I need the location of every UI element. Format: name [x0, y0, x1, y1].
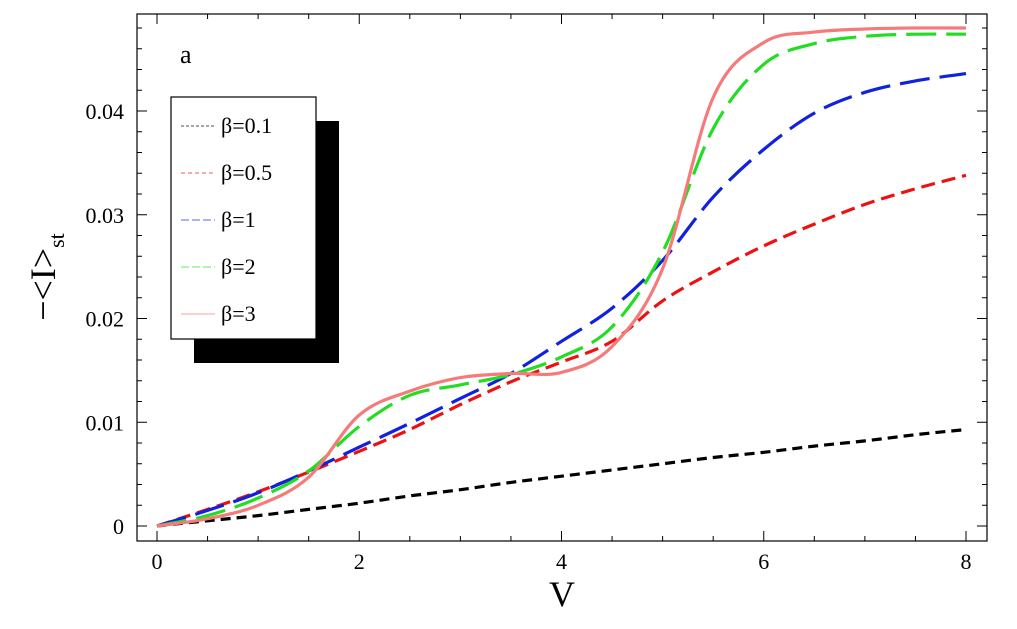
y-tick-label: 0 — [113, 514, 124, 539]
series-line-5 — [156, 26, 967, 528]
y-tick-label: 0.04 — [86, 99, 125, 124]
x-tick-label: 2 — [354, 549, 365, 574]
series-line-2 — [156, 173, 967, 528]
series-line-1 — [156, 427, 967, 528]
x-axis-title: V — [549, 574, 575, 614]
legend-label: β=3 — [221, 301, 256, 326]
y-axis-title-main: −<I> — [23, 248, 63, 321]
y-tick-label: 0.01 — [86, 410, 125, 435]
panel-label: a — [180, 40, 192, 69]
x-tick-label: 8 — [961, 549, 972, 574]
legend-label: β=0.1 — [221, 113, 272, 138]
legend-label: β=1 — [221, 207, 256, 232]
x-tick-label: 4 — [556, 549, 567, 574]
y-tick-label: 0.02 — [86, 307, 125, 332]
tick-labels: 0 2 4 6 8 0 0.01 0.02 0.03 0.04 — [86, 99, 972, 574]
svg-text:−<I>st: −<I>st — [23, 233, 69, 321]
series-line-3 — [156, 72, 967, 528]
y-axis-title-subscript: st — [44, 233, 69, 248]
series-line-4 — [156, 32, 967, 528]
y-tick-label: 0.03 — [86, 203, 125, 228]
ticks — [137, 14, 987, 541]
legend-box — [170, 96, 317, 340]
y-axis-title: −<I>st — [23, 233, 69, 321]
series-layer — [156, 26, 967, 528]
legend-label: β=2 — [221, 254, 256, 279]
legend: β=0.1 β=0.5 β=1 β=2 β=3 — [170, 96, 339, 363]
x-tick-label: 0 — [152, 549, 163, 574]
legend-entries: β=0.1 β=0.5 β=1 β=2 β=3 — [181, 113, 272, 326]
legend-label: β=0.5 — [221, 160, 272, 185]
x-tick-label: 6 — [758, 549, 769, 574]
